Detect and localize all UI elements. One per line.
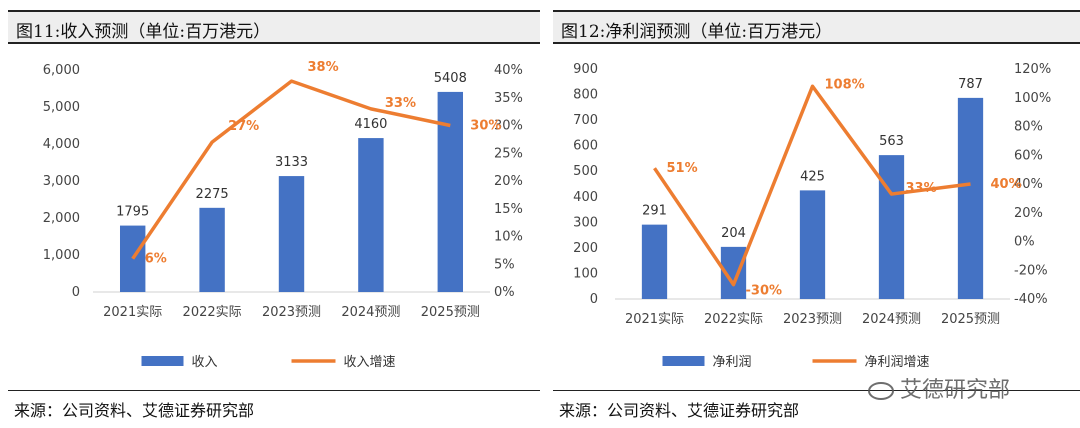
right-axis-tick: 40% [494, 63, 523, 78]
bar [199, 207, 225, 292]
bar-value-label: 1795 [116, 205, 149, 220]
source-divider [553, 390, 1080, 391]
left-axis-tick: 500 [573, 164, 598, 179]
bar [878, 155, 905, 299]
left-axis-tick: 3,000 [43, 174, 80, 189]
left-axis-tick: 700 [573, 113, 598, 128]
left-axis-tick: 2,000 [43, 211, 80, 226]
right-axis-tick: 60% [1014, 148, 1043, 163]
bar [278, 176, 305, 292]
chart-title: 图11:收入预测（单位:百万港元） [16, 22, 271, 42]
bar-value-label: 204 [721, 226, 746, 241]
right-axis-tick: -40% [1014, 292, 1048, 307]
x-axis-tick: 2025预测 [941, 312, 1000, 327]
growth-value-label: 40% [991, 177, 1022, 192]
x-axis-tick: 2021实际 [625, 312, 684, 327]
left-axis-tick: 600 [573, 139, 598, 154]
left-axis-tick: 400 [573, 190, 598, 205]
wechat-icon [868, 382, 894, 400]
right-axis-tick: -20% [1014, 263, 1048, 278]
growth-value-label: 38% [308, 60, 339, 75]
x-axis-tick: 2021实际 [103, 305, 162, 320]
source-note: 来源：公司资料、艾德证券研究部 [559, 401, 800, 420]
right-axis-tick: 100% [1014, 91, 1051, 106]
growth-value-label: 33% [906, 181, 937, 196]
x-axis-tick: 2022实际 [704, 312, 763, 327]
x-axis-tick: 2024预测 [862, 312, 921, 327]
right-axis-tick: 20% [1014, 206, 1043, 221]
growth-line [653, 84, 971, 287]
chart-title-bar: 图12:净利润预测（单位:百万港元） [553, 10, 1080, 44]
growth-value-label: 108% [825, 77, 865, 92]
x-axis-tick: 2023预测 [783, 312, 842, 327]
left-axis-tick: 0 [72, 285, 80, 300]
watermark: 艾德研究部 [868, 372, 1010, 404]
left-axis-tick: 1,000 [43, 248, 80, 263]
bar-value-label: 425 [800, 169, 825, 184]
legend-label: 净利润增速 [865, 355, 930, 370]
right-axis-tick: 80% [1014, 120, 1043, 135]
growth-value-label: 27% [228, 119, 259, 134]
x-axis-tick: 2025预测 [421, 305, 480, 320]
bar [358, 138, 384, 292]
legend-bar-swatch [662, 356, 705, 366]
net-profit-chart: 900 800 700 600 500 400 300 200 100 0 120% 100% 80% 6… [573, 62, 1051, 370]
bar-value-label: 291 [642, 204, 667, 219]
bar [799, 190, 826, 299]
left-axis-tick: 6,000 [43, 63, 80, 78]
growth-value-label: 33% [385, 96, 416, 111]
left-axis-tick: 800 [573, 88, 598, 103]
left-axis-tick: 100 [573, 266, 598, 281]
right-axis-tick: 20% [494, 174, 523, 189]
bar [957, 97, 984, 299]
right-axis-tick: 35% [494, 91, 523, 106]
bar-value-label: 563 [879, 134, 904, 149]
legend-label: 收入 [192, 355, 218, 370]
right-axis-tick: 30% [494, 119, 523, 134]
right-axis-tick: 120% [1014, 62, 1051, 77]
source-note: 来源：公司资料、艾德证券研究部 [14, 401, 255, 420]
bar-value-label: 787 [958, 77, 983, 92]
left-axis-tick: 5,000 [43, 100, 80, 115]
left-axis-tick: 900 [573, 62, 598, 77]
left-axis-tick: 300 [573, 215, 598, 230]
source-divider [8, 390, 540, 391]
chart-panel-revenue: 图11:收入预测（单位:百万港元） 6,000 5,000 4,000 3,000 2,… [8, 10, 540, 420]
right-axis-tick: 0% [494, 285, 515, 300]
growth-value-label: 30% [470, 119, 501, 134]
chart-title-bar: 图11:收入预测（单位:百万港元） [8, 10, 540, 44]
left-axis-tick: 0 [590, 292, 598, 307]
bar [641, 224, 668, 299]
growth-value-label: -30% [746, 284, 783, 299]
growth-value-label: 6% [145, 252, 167, 267]
bar-value-label: 3133 [275, 155, 308, 170]
legend-label: 净利润 [713, 355, 752, 370]
bar-value-label: 5408 [434, 71, 467, 86]
legend-label: 收入增速 [344, 355, 396, 370]
bar-value-label: 4160 [354, 117, 387, 132]
growth-line [131, 79, 451, 260]
growth-value-label: 51% [667, 161, 698, 176]
left-axis-tick: 4,000 [43, 137, 80, 152]
bar-value-label: 2275 [196, 187, 229, 202]
x-axis-tick: 2024预测 [341, 305, 400, 320]
revenue-chart: 6,000 5,000 4,000 3,000 2,000 1,000 0 40% 35% 30%… [43, 60, 523, 370]
right-axis-tick: 15% [494, 202, 523, 217]
x-axis-tick: 2022实际 [183, 305, 242, 320]
right-axis-tick: 25% [494, 146, 523, 161]
bar [119, 225, 146, 292]
right-axis-tick: 5% [494, 257, 515, 272]
legend-bar-swatch [141, 356, 184, 366]
right-axis-tick: 10% [494, 230, 523, 245]
left-axis-tick: 200 [573, 241, 598, 256]
chart-title: 图12:净利润预测（单位:百万港元） [561, 22, 833, 42]
chart-panel-net-profit: 图12:净利润预测（单位:百万港元） 900 800 700 600 500 400 300… [545, 0, 1080, 428]
x-axis-tick: 2023预测 [262, 305, 321, 320]
right-axis-tick: 0% [1014, 235, 1035, 250]
watermark-text: 艾德研究部 [900, 378, 1011, 403]
right-axis-tick: 40% [1014, 177, 1043, 192]
